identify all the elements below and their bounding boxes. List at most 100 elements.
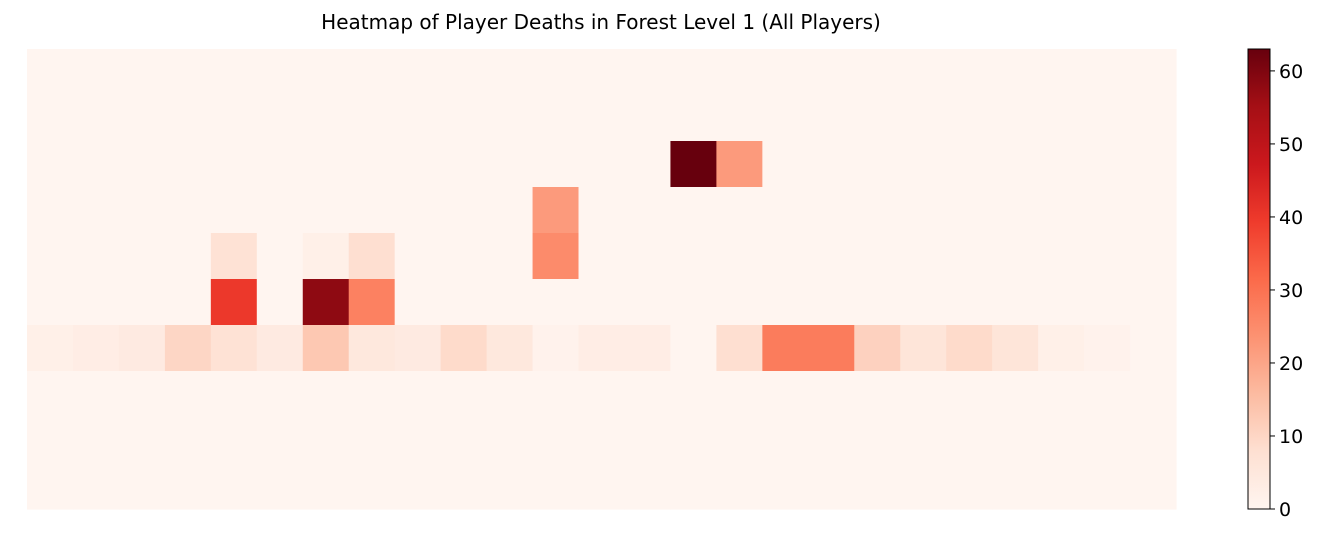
heatmap-cell — [210, 417, 258, 464]
heatmap-cell — [440, 187, 488, 234]
heatmap-cell — [992, 371, 1039, 418]
heatmap-cell — [670, 417, 717, 464]
heatmap-cell — [440, 233, 488, 280]
heatmap-cell — [808, 463, 855, 510]
heatmap-cell — [486, 279, 534, 326]
heatmap-cell — [854, 371, 901, 418]
heatmap-cell — [302, 187, 350, 234]
heatmap-cell — [256, 233, 304, 280]
heatmap-cell — [302, 371, 350, 418]
heatmap-cell — [854, 49, 901, 96]
heatmap-cell — [762, 49, 809, 96]
heatmap-cell — [118, 49, 166, 96]
heatmap-cell — [348, 95, 396, 142]
colorbar-tick-label: 40 — [1279, 207, 1303, 229]
heatmap-cell — [440, 49, 488, 96]
heatmap-cell — [72, 95, 120, 142]
heatmap-cell — [1038, 233, 1085, 280]
heatmap-cell — [578, 141, 626, 188]
heatmap-cell — [854, 463, 901, 510]
heatmap-cell — [716, 371, 763, 418]
heatmap-cell — [118, 463, 166, 510]
heatmap-cell — [670, 233, 717, 280]
heatmap-cell — [532, 325, 580, 372]
heatmap-cell — [164, 325, 212, 372]
heatmap-cell — [486, 417, 534, 464]
heatmap-cell — [348, 417, 396, 464]
heatmap-cell — [762, 233, 809, 280]
heatmap-cell — [394, 463, 442, 510]
heatmap-cell — [1130, 325, 1177, 372]
heatmap-cell — [440, 417, 488, 464]
heatmap-cell — [72, 49, 120, 96]
heatmap-cell — [992, 325, 1039, 372]
heatmap-cell — [72, 187, 120, 234]
heatmap-cell — [1084, 371, 1131, 418]
heatmap-cell — [532, 49, 580, 96]
heatmap-cell — [992, 141, 1039, 188]
heatmap-cell — [256, 49, 304, 96]
heatmap-cell — [486, 463, 534, 510]
heatmap-cell — [992, 95, 1039, 142]
heatmap-cell — [440, 279, 488, 326]
heatmap-cell — [27, 371, 74, 418]
heatmap-cell — [164, 463, 212, 510]
heatmap-cell — [578, 233, 626, 280]
heatmap-cell — [27, 233, 74, 280]
heatmap-cell — [72, 417, 120, 464]
heatmap-cell — [946, 95, 993, 142]
heatmap-cell — [946, 371, 993, 418]
heatmap-cell — [72, 279, 120, 326]
heatmap-grid — [27, 49, 1177, 510]
heatmap-cell — [164, 233, 212, 280]
heatmap-cell — [946, 187, 993, 234]
heatmap-cell — [900, 187, 947, 234]
heatmap-cell — [302, 463, 350, 510]
heatmap-cell — [992, 463, 1039, 510]
heatmap-cell — [164, 95, 212, 142]
heatmap-cell — [532, 233, 580, 280]
heatmap-cell — [27, 141, 74, 188]
heatmap-cell — [900, 371, 947, 418]
heatmap-cell — [256, 325, 304, 372]
heatmap-cell — [716, 325, 763, 372]
heatmap-cell — [394, 417, 442, 464]
heatmap-cell — [624, 325, 672, 372]
heatmap-cell — [854, 325, 901, 372]
heatmap-cell — [808, 371, 855, 418]
heatmap-cell — [624, 417, 672, 464]
heatmap-cell — [348, 141, 396, 188]
heatmap-cell — [118, 141, 166, 188]
heatmap-cell — [670, 279, 717, 326]
colorbar-ticks: 0 10 20 30 40 50 60 — [1270, 61, 1303, 521]
heatmap-cell — [992, 417, 1039, 464]
heatmap-cell — [486, 371, 534, 418]
heatmap-cell — [762, 95, 809, 142]
heatmap-cell — [900, 463, 947, 510]
heatmap-cell — [348, 279, 396, 326]
heatmap-cell — [1084, 141, 1131, 188]
heatmap-cell — [624, 279, 672, 326]
heatmap-cell — [578, 95, 626, 142]
heatmap-cell — [946, 49, 993, 96]
chart-title: Heatmap of Player Deaths in Forest Level… — [321, 10, 881, 34]
heatmap-cell — [670, 95, 717, 142]
heatmap-cell — [716, 279, 763, 326]
heatmap-cell — [1130, 279, 1177, 326]
heatmap-cell — [348, 233, 396, 280]
heatmap-cell — [1130, 187, 1177, 234]
heatmap-cell — [348, 325, 396, 372]
heatmap-cell — [670, 49, 717, 96]
heatmap-cell — [72, 141, 120, 188]
heatmap-cell — [394, 371, 442, 418]
heatmap-cell — [27, 49, 74, 96]
heatmap-cell — [440, 95, 488, 142]
colorbar-tick-label: 10 — [1279, 426, 1303, 448]
heatmap-cell — [1130, 417, 1177, 464]
heatmap-cell — [394, 49, 442, 96]
heatmap-cell — [394, 95, 442, 142]
heatmap-cell — [118, 417, 166, 464]
heatmap-cell — [1130, 141, 1177, 188]
heatmap-cell — [118, 233, 166, 280]
heatmap-cell — [486, 141, 534, 188]
